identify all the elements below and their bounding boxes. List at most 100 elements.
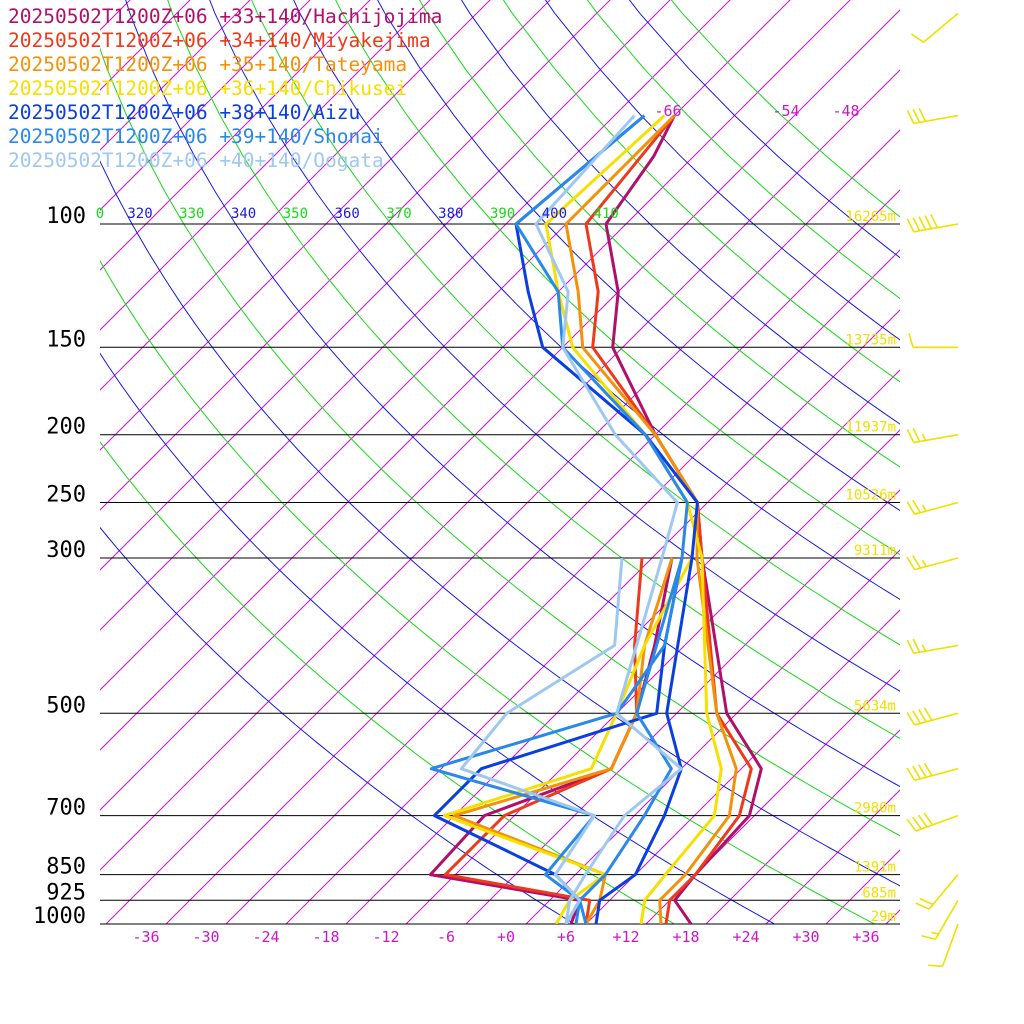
height-label: 10526m <box>845 488 896 504</box>
height-label: 685m <box>862 885 896 901</box>
wind-barb <box>921 899 959 941</box>
theta-tick-label: 370 <box>386 206 411 222</box>
isotherm-line <box>825 849 900 924</box>
isotherm-line <box>225 249 900 924</box>
isentrope-line <box>377 0 900 512</box>
isotherm-line <box>345 369 900 924</box>
wind-barb <box>906 812 959 832</box>
isotherm-line <box>1006 0 1024 924</box>
theta-tick-label: 380 <box>438 206 463 222</box>
temperature-tick-label: -18 <box>312 928 339 946</box>
temperature-tick-label: -36 <box>132 928 159 946</box>
pressure-tick-label: 150 <box>46 327 86 352</box>
temperature-tick-label: +24 <box>732 928 759 946</box>
legend-entry: 20250502T1200Z+06 +34+140/Miyakejima <box>8 29 431 52</box>
isotherm-line <box>465 489 900 924</box>
temperature-tick-label: +30 <box>792 928 819 946</box>
temperature-tick-label: -6 <box>437 928 455 946</box>
pressure-tick-label: 300 <box>46 538 86 563</box>
upper-isotherm-label: -54 <box>772 102 799 120</box>
temperature-line <box>534 114 683 924</box>
height-label: 29m <box>871 909 896 925</box>
wind-barb <box>906 638 959 655</box>
isotherm-line <box>705 729 900 924</box>
theta-tick-label: 0 <box>96 206 104 222</box>
isentrope-line <box>100 526 575 924</box>
legend-entry: 20250502T1200Z+06 +40+140/Oogata <box>8 149 384 172</box>
wind-barb <box>915 874 959 910</box>
isentrope-line <box>670 0 900 218</box>
legend-entry: 20250502T1200Z+06 +35+140/Tateyama <box>8 53 408 76</box>
wind-barb <box>911 12 959 43</box>
pressure-tick-label: 700 <box>46 796 86 821</box>
isotherm-line <box>285 309 900 924</box>
height-label: 16265m <box>845 209 896 225</box>
height-label: 13735m <box>845 332 896 348</box>
theta-tick-label: 350 <box>283 206 308 222</box>
theta-tick-label: 340 <box>231 206 256 222</box>
wind-barb <box>908 333 958 349</box>
temperature-tick-label: -24 <box>252 928 279 946</box>
temperature-line <box>564 114 738 924</box>
axis-ticks: -36 -30 -24 -18 -12 -6 +0 +6 +12 +18 +24 +30 +36 -66 -… <box>96 102 880 946</box>
dewpoint-line <box>452 557 674 924</box>
wind-barb <box>906 214 959 233</box>
temperature-tick-label: -12 <box>372 928 399 946</box>
theta-tick-label: 390 <box>490 206 515 222</box>
theta-tick-label: 360 <box>335 206 360 222</box>
temperature-line <box>514 114 699 924</box>
theta-tick-label: 400 <box>542 206 567 222</box>
pressure-tick-label: 925 <box>46 880 86 905</box>
wind-barb <box>906 428 959 444</box>
dewpoint-line <box>443 557 644 924</box>
pressure-tick-label: 100 <box>46 204 86 229</box>
wind-barb <box>928 923 959 968</box>
theta-tick-label: 320 <box>127 206 152 222</box>
temperature-tick-label: +12 <box>612 928 639 946</box>
isotherm-line <box>946 0 1024 924</box>
isotherm-line <box>765 789 900 924</box>
temperature-tick-label: +18 <box>672 928 699 946</box>
wind-barb <box>906 499 959 515</box>
upper-isotherm-label: -48 <box>832 102 859 120</box>
pressure-tick-label: 1000 <box>33 904 86 929</box>
legend-entry: 20250502T1200Z+06 +33+140/Hachijojima <box>8 5 443 28</box>
temperature-tick-label: +36 <box>852 928 879 946</box>
temperature-tick-label: +0 <box>497 928 515 946</box>
height-label: 2980m <box>854 801 896 817</box>
temperature-tick-label: -30 <box>192 928 219 946</box>
legend: 20250502T1200Z+06 +33+140/Hachijojima 202… <box>8 5 442 173</box>
isotherm-line <box>525 549 900 924</box>
pressure-tick-label: 200 <box>46 415 86 440</box>
isotherm-line <box>885 909 900 924</box>
height-labels: 16265m 13735m 11937m 10526m 9311m 5634m 2980m 1… <box>845 209 896 925</box>
isentrope-line <box>544 0 900 341</box>
sounding-profiles <box>428 114 763 924</box>
wind-barb <box>906 707 959 726</box>
height-label: 5634m <box>854 698 896 714</box>
pressure-tick-label: 850 <box>46 855 86 880</box>
isotherm-line <box>405 429 900 924</box>
theta-tick-label: 410 <box>594 206 619 222</box>
pressure-tick-label: 250 <box>46 483 86 508</box>
isentrope-line <box>460 0 900 425</box>
pressure-tick-label: 500 <box>46 693 86 718</box>
upper-isotherm-label: -66 <box>654 102 681 120</box>
theta-tick-label: 330 <box>179 206 204 222</box>
legend-entry: 20250502T1200Z+06 +38+140/Aizu <box>8 101 361 124</box>
legend-entry: 20250502T1200Z+06 +39+140/Shonai <box>8 125 384 148</box>
wind-barbs <box>906 12 959 968</box>
height-label: 11937m <box>845 420 896 436</box>
height-label: 1391m <box>854 860 896 876</box>
isotherm-line <box>645 669 900 924</box>
dewpoint-line <box>428 557 674 924</box>
temperature-line <box>604 114 763 924</box>
legend-entry: 20250502T1200Z+06 +36+140/Chikusei <box>8 77 408 100</box>
wind-barb <box>906 107 959 125</box>
height-label: 9311m <box>854 543 896 559</box>
isentrope-line <box>418 0 900 468</box>
wind-barb <box>906 762 959 782</box>
dewpoint-line <box>459 557 624 924</box>
